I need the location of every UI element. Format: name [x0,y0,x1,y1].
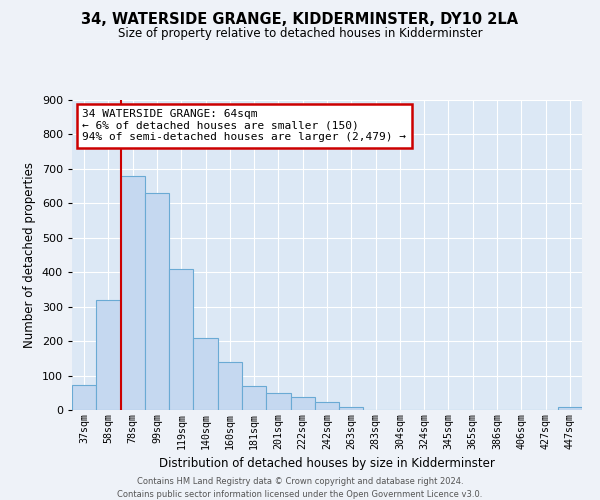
Bar [558,407,582,410]
Bar [169,269,193,410]
Bar [218,362,242,410]
Text: Contains HM Land Registry data © Crown copyright and database right 2024.: Contains HM Land Registry data © Crown c… [137,478,463,486]
Text: 34 WATERSIDE GRANGE: 64sqm
← 6% of detached houses are smaller (150)
94% of semi: 34 WATERSIDE GRANGE: 64sqm ← 6% of detac… [82,110,406,142]
Text: Size of property relative to detached houses in Kidderminster: Size of property relative to detached ho… [118,28,482,40]
Bar [96,300,121,410]
Text: 34, WATERSIDE GRANGE, KIDDERMINSTER, DY10 2LA: 34, WATERSIDE GRANGE, KIDDERMINSTER, DY1… [82,12,518,28]
Bar [242,386,266,410]
Bar [290,398,315,410]
Text: Contains public sector information licensed under the Open Government Licence v3: Contains public sector information licen… [118,490,482,499]
Bar [266,393,290,410]
Bar [72,385,96,410]
Y-axis label: Number of detached properties: Number of detached properties [23,162,36,348]
Bar [193,338,218,410]
X-axis label: Distribution of detached houses by size in Kidderminster: Distribution of detached houses by size … [159,457,495,470]
Bar [121,176,145,410]
Bar [315,402,339,410]
Bar [339,406,364,410]
Bar [145,193,169,410]
